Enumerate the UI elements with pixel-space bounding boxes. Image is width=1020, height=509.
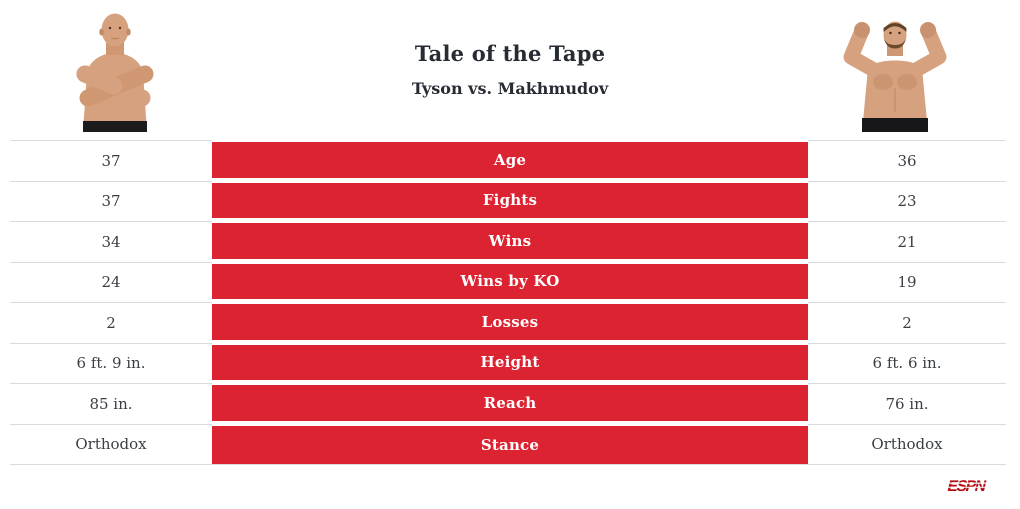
table-row-wins: 34 Wins 21 — [10, 221, 1006, 262]
fighter-photo-tyson — [54, 8, 176, 132]
makhmudov-value: 2 — [808, 302, 1006, 343]
makhmudov-value: 76 in. — [808, 383, 1006, 424]
matchup-subtitle: Tyson vs. Makhmudov — [411, 79, 609, 98]
tyson-illustration — [76, 13, 154, 132]
tyson-value: 6 ft. 9 in. — [10, 342, 212, 384]
stat-label: Age — [212, 142, 808, 178]
stat-bar-cell: Wins — [212, 221, 808, 262]
stat-label: Wins by KO — [212, 263, 808, 299]
espn-logo: ESPN — [945, 475, 1005, 496]
stat-label: Stance — [212, 425, 808, 464]
stat-comparison-table: 37 Age 36 37 Fights 23 34 Wins 21 24 Win… — [10, 140, 1006, 465]
stat-label: Losses — [212, 304, 808, 340]
table-row-age: 37 Age 36 — [10, 140, 1006, 181]
tyson-value: 37 — [10, 140, 212, 181]
table-row-losses: 2 Losses 2 — [10, 302, 1006, 343]
makhmudov-value: Orthodox — [808, 423, 1006, 465]
makhmudov-value: 36 — [808, 140, 1006, 181]
stat-bar-cell: Reach — [212, 383, 808, 424]
makhmudov-value: 19 — [808, 261, 1006, 303]
svg-text:ESPN: ESPN — [946, 478, 988, 495]
tyson-value: 34 — [10, 221, 212, 262]
page-title: Tale of the Tape — [414, 41, 606, 66]
makhmudov-value: 21 — [808, 221, 1006, 262]
tyson-value: 24 — [10, 261, 212, 303]
tyson-value: 2 — [10, 302, 212, 343]
fighter-photo-makhmudov — [834, 8, 956, 132]
makhmudov-illustration — [843, 21, 947, 132]
stat-label: Wins — [212, 223, 808, 259]
tyson-value: 37 — [10, 180, 212, 222]
table-row-wins-by-ko: 24 Wins by KO 19 — [10, 261, 1006, 303]
table-row-height: 6 ft. 9 in. Height 6 ft. 6 in. — [10, 342, 1006, 384]
tyson-value: Orthodox — [10, 423, 212, 465]
stat-label: Fights — [212, 182, 808, 218]
stat-bar-cell: Height — [212, 343, 808, 384]
makhmudov-value: 23 — [808, 180, 1006, 222]
stat-bar-cell: Losses — [212, 302, 808, 343]
tyson-value: 85 in. — [10, 383, 212, 424]
stat-label: Height — [212, 344, 808, 380]
espn-logo-icon: ESPN — [946, 478, 1000, 495]
table-row-reach: 85 in. Reach 76 in. — [10, 383, 1006, 424]
stat-bar-cell: Wins by KO — [212, 262, 808, 303]
stat-bar-cell: Stance — [212, 424, 808, 464]
stat-bar-cell: Fights — [212, 181, 808, 222]
makhmudov-value: 6 ft. 6 in. — [808, 342, 1006, 384]
table-row-stance: Orthodox Stance Orthodox — [10, 423, 1006, 465]
stat-label: Reach — [212, 385, 808, 421]
stat-bar-cell: Age — [212, 140, 808, 181]
table-row-fights: 37 Fights 23 — [10, 180, 1006, 222]
